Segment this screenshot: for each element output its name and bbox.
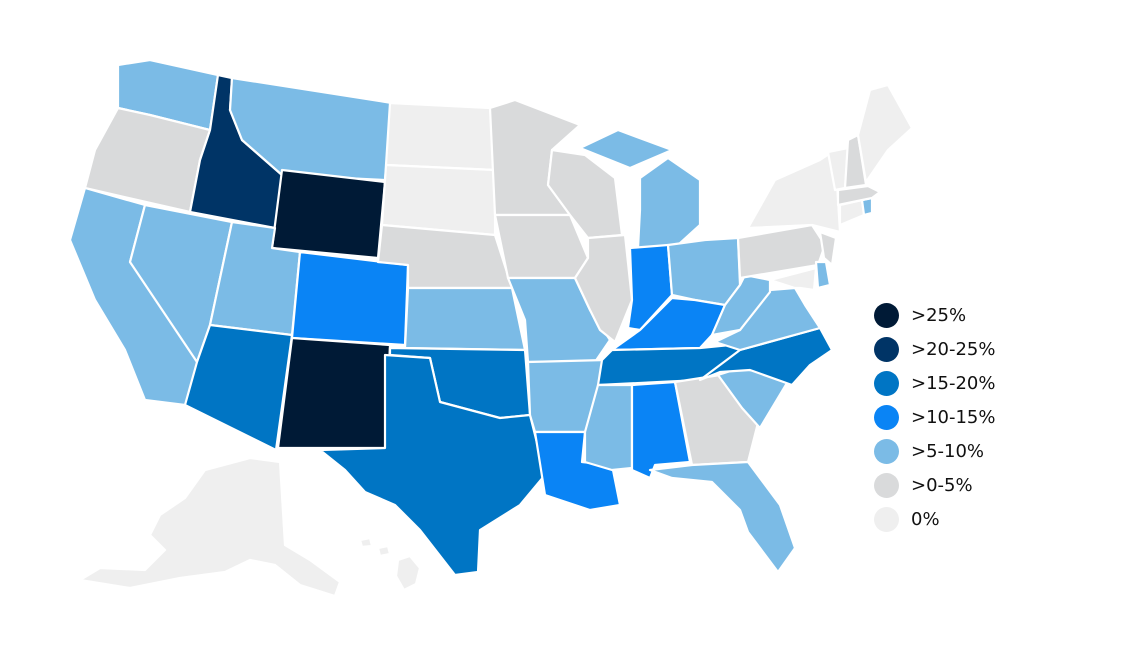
state-AK (78, 456, 342, 598)
legend-label: >15-20% (911, 372, 996, 394)
state-PA (736, 223, 827, 280)
legend-swatch (874, 472, 899, 498)
state-NH (843, 133, 868, 190)
state-ME (856, 83, 914, 184)
legend-label: >0-5% (911, 474, 973, 496)
legend-item: >20-25% (874, 332, 996, 366)
state-ND (384, 101, 497, 172)
legend-label: >25% (911, 304, 967, 326)
state-WY (270, 168, 387, 260)
state-SD (380, 163, 497, 237)
legend-label: 0% (911, 508, 940, 530)
legend-swatch (874, 404, 899, 430)
state-NM (276, 336, 392, 450)
state-WV (710, 273, 772, 337)
state-MA (836, 184, 882, 207)
state-KS (403, 286, 527, 352)
legend-item: >5-10% (874, 434, 996, 468)
state-NJ (818, 230, 838, 267)
legend-swatch (874, 336, 899, 362)
legend-item: 0% (874, 502, 996, 536)
legend-label: >20-25% (911, 338, 996, 360)
state-HI (358, 536, 422, 592)
state-AZ (183, 323, 294, 452)
legend-label: >5-10% (911, 440, 985, 462)
state-KY (610, 296, 727, 352)
legend-label: >10-15% (911, 406, 996, 428)
state-FL (648, 460, 797, 574)
legend-item: >25% (874, 298, 996, 332)
state-TX (318, 353, 547, 577)
state-CO (290, 250, 410, 347)
state-IA (493, 213, 590, 280)
legend-item: >15-20% (874, 366, 996, 400)
legend-item: >0-5% (874, 468, 996, 502)
state-MI (578, 128, 702, 250)
state-MD (768, 266, 818, 292)
state-DE (814, 260, 832, 290)
legend-swatch (874, 370, 899, 396)
state-NY (746, 148, 842, 234)
state-IL (573, 233, 634, 344)
legend: >25% >20-25% >15-20% >10-15% >5-10% >0-5… (874, 298, 996, 536)
legend-item: >10-15% (874, 400, 996, 434)
state-OH (666, 236, 742, 307)
legend-swatch (874, 506, 899, 532)
legend-swatch (874, 438, 899, 464)
legend-swatch (874, 302, 899, 328)
